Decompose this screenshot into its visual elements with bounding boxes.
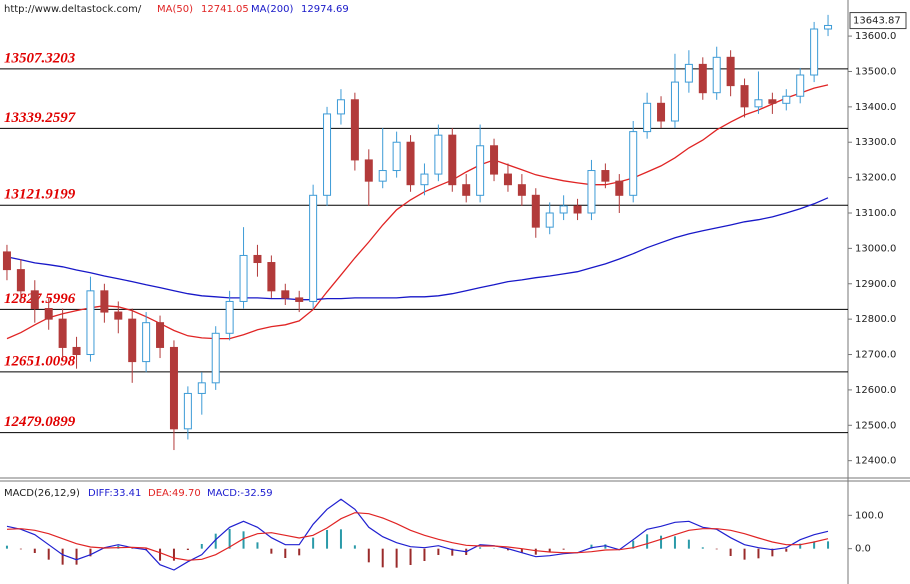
candle-body (336, 99, 345, 115)
candle-body (448, 134, 457, 186)
y-tick-label: 13600.0 (855, 31, 896, 42)
candle-body (754, 99, 763, 108)
candle-body (782, 95, 791, 104)
candle-body (740, 85, 749, 108)
price-box (849, 12, 907, 30)
y-tick-label: 13500.0 (855, 66, 896, 77)
y-tick-label: 13200.0 (855, 173, 896, 184)
url: http://www.deltastock.com/ (4, 4, 142, 15)
macd-line (6, 498, 829, 571)
candle-body (392, 141, 401, 172)
y-tick-label: 12800.0 (855, 314, 896, 325)
candle-body (44, 308, 53, 320)
candle-body (142, 322, 151, 363)
diff-legend: DIFF:33.41 (88, 488, 141, 499)
y-tick-label: 12600.0 (855, 385, 896, 396)
candle-body (657, 102, 666, 122)
price-label: 13643.87 (853, 16, 901, 27)
candle-body (169, 346, 178, 430)
candle-body (100, 290, 109, 313)
candle-body (239, 254, 248, 302)
level-label: 12827.5996 (4, 291, 76, 307)
candle-body (309, 194, 318, 302)
y-tick-label: 13400.0 (855, 102, 896, 113)
candle-body (364, 159, 373, 182)
y-tick-label: 12700.0 (855, 350, 896, 361)
y-tick-label: 12500.0 (855, 420, 896, 431)
y-tick-label: 0.0 (855, 544, 871, 555)
ma200-value: 12974.69 (301, 4, 349, 15)
candle-body (796, 74, 805, 97)
candle-body (476, 145, 485, 196)
candle-body (378, 170, 387, 182)
candle-body (253, 254, 262, 264)
candle-body (295, 297, 304, 302)
candle-body (601, 170, 610, 182)
candle-body (462, 184, 471, 196)
candle-body (573, 205, 582, 214)
candle-body (531, 194, 540, 228)
level-label: 12651.0098 (4, 353, 76, 369)
macd-line (6, 512, 829, 561)
y-tick-label: 12900.0 (855, 279, 896, 290)
level-label: 13121.9199 (4, 187, 76, 203)
ma50-value: 12741.05 (201, 4, 249, 15)
y-tick-label: 13100.0 (855, 208, 896, 219)
dea-legend: DEA:49.70 (148, 488, 201, 499)
candle-body (267, 262, 276, 292)
ma50-label: MA(50) (157, 4, 193, 15)
ma200-label: MA(200) (251, 4, 293, 15)
candle-body (30, 290, 39, 310)
candle-body (629, 131, 638, 196)
candle-body (281, 290, 290, 299)
candle-body (114, 311, 123, 320)
candle-body (420, 173, 429, 186)
ma-line (6, 197, 829, 301)
candle-body (2, 251, 11, 271)
candle-body (183, 392, 192, 430)
candle-body (350, 99, 359, 161)
candle-body (615, 180, 624, 196)
candle-body (16, 269, 25, 292)
candle-body (323, 113, 332, 196)
candle-body (211, 332, 220, 384)
candle-body (72, 346, 81, 356)
candle-body (559, 205, 568, 214)
y-tick-label: 12400.0 (855, 456, 896, 467)
level-label: 12479.0899 (4, 414, 76, 430)
level-label: 13339.2597 (4, 110, 76, 126)
y-tick-label: 13300.0 (855, 137, 896, 148)
candle-body (545, 212, 554, 228)
candle-body (434, 134, 443, 175)
candle-body (406, 141, 415, 186)
y-tick-label: 13000.0 (855, 243, 896, 254)
candle-body (712, 56, 721, 94)
candle-body (225, 300, 234, 334)
candle-body (128, 318, 137, 363)
candle-body (810, 28, 819, 76)
candle-body (726, 56, 735, 87)
candle-body (670, 81, 679, 122)
candle-body (517, 184, 526, 196)
candle-body (768, 99, 777, 104)
candle-body (643, 102, 652, 133)
candle-body (490, 145, 499, 175)
candle-body (824, 24, 833, 30)
candle-body (698, 63, 707, 94)
ma-line (6, 84, 829, 340)
macd-title: MACD(26,12,9) (4, 488, 80, 499)
candle-body (58, 318, 67, 348)
candle-body (86, 290, 95, 356)
candle-body (684, 63, 693, 83)
y-tick-label: 100.0 (855, 510, 884, 521)
macd-legend: MACD:-32.59 (207, 488, 273, 499)
level-label: 13507.3203 (4, 50, 76, 66)
candle-body (197, 382, 206, 394)
candle-body (156, 322, 165, 348)
candle-body (587, 170, 596, 214)
candle-body (503, 173, 512, 186)
